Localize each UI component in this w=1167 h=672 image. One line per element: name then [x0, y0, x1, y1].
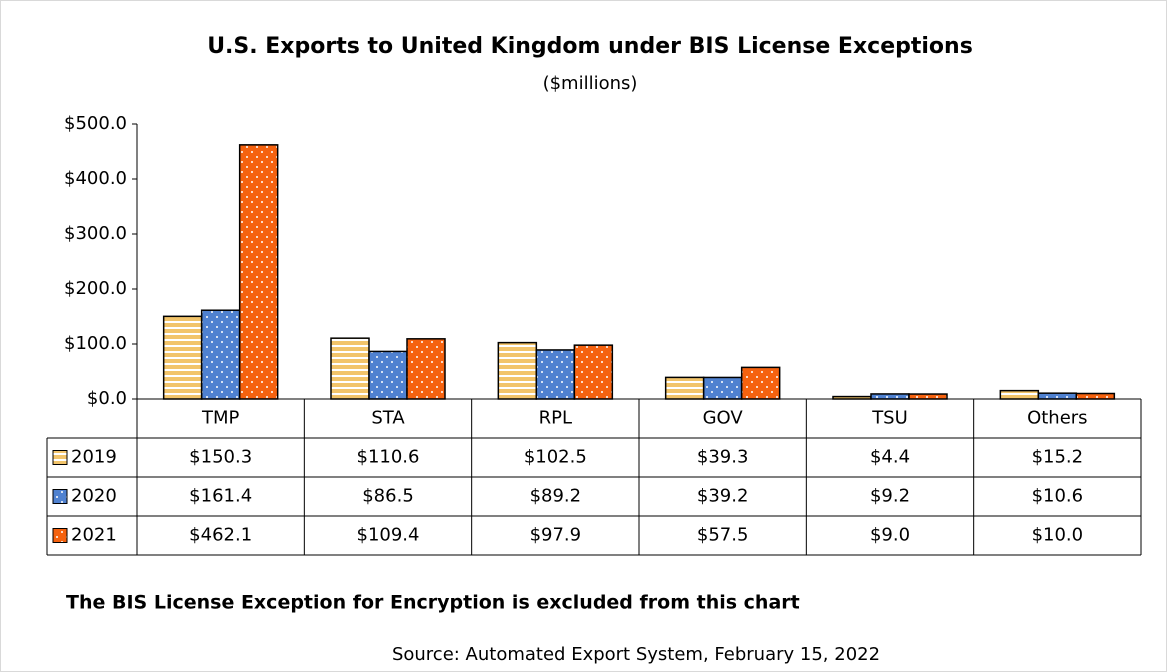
table-value: $9.2 — [870, 486, 910, 507]
bar — [238, 144, 279, 400]
table-value: $39.3 — [697, 447, 749, 468]
legend-swatch — [52, 450, 68, 465]
table-value: $86.5 — [362, 486, 414, 507]
bar — [330, 337, 370, 400]
legend-swatch — [52, 489, 68, 504]
table-value: $39.2 — [697, 486, 749, 507]
y-tick-label: $500.0 — [64, 113, 127, 134]
x-tick-label: RPL — [539, 408, 572, 429]
bar — [702, 376, 743, 400]
bar — [573, 344, 614, 400]
bar — [740, 366, 781, 400]
table-value: $462.1 — [189, 525, 252, 546]
table-value: $110.6 — [357, 447, 420, 468]
bar — [870, 393, 910, 400]
table-value: $161.4 — [189, 486, 252, 507]
bar — [664, 376, 705, 400]
table-value: $109.4 — [357, 525, 420, 546]
legend-label: 2020 — [71, 486, 117, 507]
table-value: $97.9 — [530, 525, 582, 546]
bar — [497, 341, 538, 400]
table-value: $102.5 — [524, 447, 587, 468]
legend-label: 2021 — [71, 525, 117, 546]
table-value: $57.5 — [697, 525, 749, 546]
x-tick-label: TMP — [201, 408, 240, 429]
table-value: $9.0 — [870, 525, 910, 546]
chart-title: U.S. Exports to United Kingdom under BIS… — [207, 34, 973, 59]
legend-swatch — [52, 528, 68, 543]
y-tick-label: $100.0 — [64, 333, 127, 354]
bar — [908, 393, 948, 400]
y-tick-label: $200.0 — [64, 278, 127, 299]
bar — [368, 350, 408, 400]
y-tick-label: $400.0 — [64, 168, 127, 189]
bar — [200, 309, 241, 400]
table-value: $10.6 — [1032, 486, 1084, 507]
x-tick-label: GOV — [703, 408, 744, 429]
note: The BIS License Exception for Encryption… — [66, 592, 800, 614]
legend-label: 2019 — [71, 447, 117, 468]
y-tick-label: $0.0 — [87, 388, 127, 409]
bar — [999, 389, 1040, 400]
chart-subtitle: ($millions) — [543, 73, 638, 94]
bar — [1037, 392, 1078, 400]
table-value: $4.4 — [870, 447, 910, 468]
table-value: $150.3 — [189, 447, 252, 468]
x-tick-label: TSU — [871, 408, 908, 429]
x-tick-label: Others — [1027, 408, 1088, 429]
y-tick-label: $300.0 — [64, 223, 127, 244]
table-value: $89.2 — [530, 486, 582, 507]
source: Source: Automated Export System, Februar… — [392, 644, 880, 665]
table-value: $10.0 — [1032, 525, 1084, 546]
table-value: $15.2 — [1032, 447, 1084, 468]
bar — [162, 315, 203, 400]
bar — [1075, 392, 1116, 400]
bar — [406, 338, 446, 400]
x-tick-label: STA — [371, 408, 405, 429]
bar — [535, 349, 576, 400]
